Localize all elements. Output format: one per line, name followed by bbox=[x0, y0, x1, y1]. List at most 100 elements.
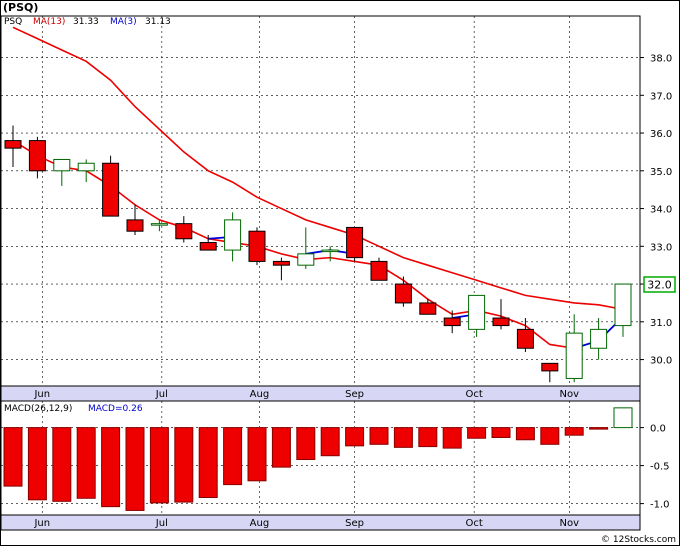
macd-bar bbox=[125, 427, 145, 511]
price-y-tick-label: 30.0 bbox=[650, 356, 672, 367]
candle-body bbox=[53, 158, 71, 172]
macd-panel: 0.0 -0.5 -1.0 Jun Jul Aug Sep Oct Nov MACD(26,1… bbox=[0, 400, 670, 531]
candlesticks bbox=[4, 125, 632, 383]
macd-y-tick-label: -0.5 bbox=[650, 462, 670, 473]
price-y-tick-label: 31.0 bbox=[650, 318, 672, 329]
macd-bar bbox=[247, 427, 267, 482]
macd-y-axis: 0.0 -0.5 -1.0 bbox=[640, 424, 670, 511]
candle-body bbox=[248, 230, 266, 262]
candle-body bbox=[4, 140, 22, 149]
month-tick-label: Sep bbox=[345, 518, 364, 529]
macd-bar bbox=[467, 427, 487, 439]
macd-y-tick-label: -1.0 bbox=[650, 500, 670, 511]
price-y-tick-label: 38.0 bbox=[650, 54, 672, 65]
legend-symbol: PSQ bbox=[4, 17, 22, 27]
candle-body bbox=[346, 226, 364, 259]
price-panel: 30.0 31.0 32.0 33.0 34.0 35.0 36.0 37.0 38.0 Jun… bbox=[0, 1, 676, 402]
macd-bar bbox=[515, 427, 535, 441]
macd-bar bbox=[418, 427, 438, 448]
month-tick-label: Jun bbox=[33, 389, 50, 400]
candle-body bbox=[175, 223, 193, 240]
candle-body bbox=[565, 332, 583, 379]
macd-bar bbox=[613, 407, 633, 429]
macd-bar bbox=[564, 427, 584, 436]
price-y-tick-label: 36.0 bbox=[650, 129, 672, 140]
month-tick-label: Nov bbox=[560, 389, 580, 400]
macd-bar bbox=[320, 427, 340, 457]
candle-body bbox=[614, 283, 632, 327]
month-tick-label: Jun bbox=[33, 518, 50, 529]
ma13-polyline bbox=[12, 26, 624, 311]
candle-body bbox=[272, 260, 290, 266]
month-tick-label: Jul bbox=[155, 518, 168, 529]
candle-body bbox=[150, 223, 168, 226]
candle-body bbox=[516, 328, 534, 349]
price-badge-box bbox=[643, 276, 676, 293]
price-y-tick-label: 35.0 bbox=[650, 167, 672, 178]
macd-bar bbox=[369, 427, 389, 445]
price-y-tick-label: 33.0 bbox=[650, 242, 672, 253]
month-tick-label: Nov bbox=[560, 518, 580, 529]
macd-x-axis: Jun Jul Aug Sep Oct Nov bbox=[33, 518, 579, 529]
candle-body bbox=[443, 317, 461, 327]
macd-bar bbox=[149, 427, 169, 504]
ma13-line bbox=[12, 26, 624, 311]
price-x-axis: Jun Jul Aug Sep Oct Nov bbox=[33, 389, 579, 400]
month-tick-label: Aug bbox=[250, 389, 270, 400]
macd-bar bbox=[540, 427, 560, 445]
price-badge: 32.0 bbox=[643, 276, 676, 293]
macd-bar bbox=[198, 427, 218, 499]
candle-body bbox=[541, 362, 559, 372]
macd-bar bbox=[442, 427, 462, 449]
macd-legend: MACD(26,12,9) MACD=0.26 bbox=[4, 404, 143, 414]
candle-body bbox=[199, 242, 217, 251]
candle-body bbox=[590, 328, 608, 349]
price-x-axis-strip bbox=[0, 385, 641, 402]
macd-bar bbox=[345, 427, 365, 447]
candle-body bbox=[102, 162, 120, 217]
legend-ma13-label: MA(13) bbox=[33, 17, 65, 27]
price-y-tick-label: 34.0 bbox=[650, 205, 672, 216]
price-legend: PSQ MA(13) 31.33 MA(3) 31.13 bbox=[4, 17, 171, 27]
price-plot-area bbox=[1, 16, 640, 386]
candle-body bbox=[370, 260, 388, 281]
macd-bar bbox=[393, 427, 413, 448]
macd-bar bbox=[52, 427, 72, 502]
candle-body bbox=[77, 162, 95, 172]
macd-bar bbox=[271, 427, 291, 468]
candle-body bbox=[492, 317, 510, 327]
month-tick-label: Jul bbox=[155, 389, 168, 400]
watermark: © 12Stocks.com bbox=[601, 535, 676, 545]
candle-body bbox=[297, 253, 315, 266]
month-tick-label: Oct bbox=[466, 389, 483, 400]
macd-bar bbox=[589, 427, 609, 430]
legend-ma13-value: 31.33 bbox=[73, 17, 99, 27]
macd-y-tick-label: 0.0 bbox=[650, 424, 666, 435]
macd-plot-area bbox=[1, 401, 640, 515]
price-month-gridlines bbox=[41, 16, 570, 386]
macd-bars bbox=[3, 407, 633, 511]
month-tick-label: Oct bbox=[466, 518, 483, 529]
macd-bar bbox=[223, 427, 243, 486]
macd-bar bbox=[101, 427, 121, 508]
macd-legend-value: MACD=0.26 bbox=[88, 404, 143, 414]
macd-bar bbox=[296, 427, 316, 461]
macd-bar bbox=[174, 427, 194, 503]
candle-body bbox=[28, 140, 46, 172]
month-tick-label: Sep bbox=[345, 389, 364, 400]
legend-ma3-value: 31.13 bbox=[145, 17, 171, 27]
macd-bar bbox=[3, 427, 23, 487]
macd-bar bbox=[27, 427, 47, 501]
legend-ma3-label: MA(3) bbox=[110, 17, 137, 27]
macd-bar bbox=[491, 427, 511, 438]
macd-legend-label: MACD(26,12,9) bbox=[4, 404, 72, 414]
price-y-tick-label: 37.0 bbox=[650, 91, 672, 102]
candle-body bbox=[419, 302, 437, 315]
price-badge-text: 32.0 bbox=[647, 279, 672, 292]
candle-body bbox=[468, 294, 486, 330]
chart-title: (PSQ) bbox=[3, 1, 38, 14]
candle-body bbox=[126, 219, 144, 232]
candle-body bbox=[394, 283, 412, 304]
candle-body bbox=[321, 249, 339, 253]
